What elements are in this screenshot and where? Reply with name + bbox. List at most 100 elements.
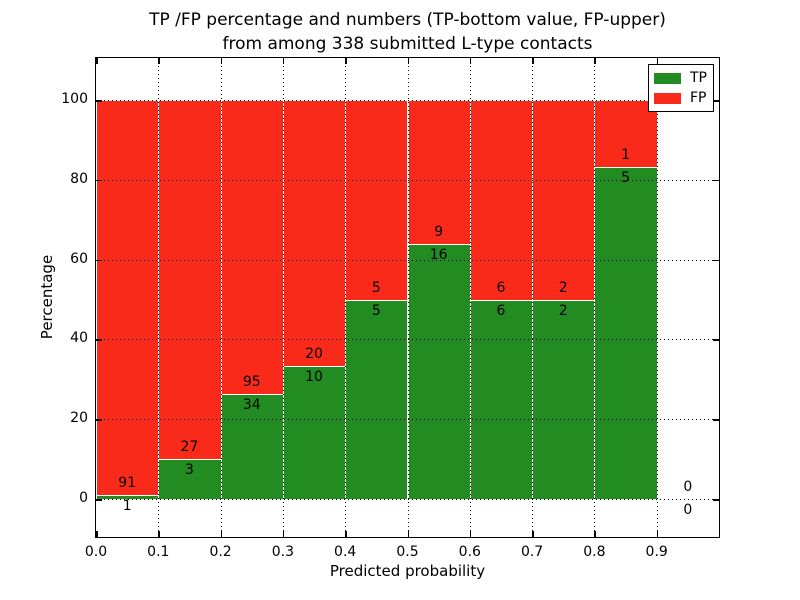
bar-label-fp: 27 <box>180 439 199 456</box>
x-tick <box>220 531 223 537</box>
bar-label-fp: 95 <box>242 373 261 390</box>
x-tick-label: 0.8 <box>583 544 606 560</box>
bar-label-tp: 5 <box>371 302 381 319</box>
y-tick-label: 60 <box>70 250 88 267</box>
bar-label-tp: 2 <box>558 302 568 319</box>
y-tick-label: 20 <box>70 410 88 427</box>
x-tick-top <box>158 58 160 64</box>
y-tick-label: 80 <box>70 170 88 187</box>
y-tick-right <box>713 339 719 341</box>
y-tick <box>96 259 102 262</box>
x-tick-top <box>345 58 347 64</box>
x-tick-label: 0.4 <box>334 544 357 560</box>
x-tick <box>469 531 472 537</box>
y-tick <box>96 100 102 102</box>
legend-label-tp: TP <box>690 70 707 86</box>
x-tick <box>656 531 659 537</box>
bar-segment-fp <box>532 100 596 301</box>
x-tick-label: 0.5 <box>396 544 419 560</box>
bar-segment-tp <box>469 299 534 500</box>
gridline-vertical <box>345 58 347 537</box>
x-tick <box>532 531 534 537</box>
bar-segment-fp <box>158 100 222 461</box>
bar-segment-tp <box>282 366 347 500</box>
legend: TP FP <box>648 64 714 112</box>
legend-item: TP <box>654 68 707 88</box>
x-tick <box>282 531 285 537</box>
bar-segment-fp <box>96 100 160 496</box>
gridline-vertical <box>407 58 409 537</box>
x-tick-label: 0.0 <box>84 544 108 560</box>
gridline-vertical <box>532 58 534 537</box>
y-tick-right <box>713 499 719 501</box>
x-tick-label: 0.7 <box>520 544 544 560</box>
x-tick-top <box>282 58 285 64</box>
bar-segment-fp <box>469 100 534 301</box>
legend-label-fp: FP <box>690 90 707 106</box>
bar-label-fp: 9 <box>434 223 444 240</box>
bar-label-tp: 34 <box>242 396 261 413</box>
bar-label-tp: 1 <box>122 497 132 514</box>
bar-label-fp: 91 <box>118 474 137 491</box>
x-tick <box>158 531 160 537</box>
y-tick-right <box>713 100 719 102</box>
bar-label-tp: 0 <box>683 502 693 518</box>
gridline-vertical <box>656 58 658 537</box>
y-tick-label: 0 <box>79 490 88 506</box>
gridline-vertical <box>158 58 160 537</box>
y-tick-label: 100 <box>61 91 88 107</box>
y-tick <box>96 339 102 341</box>
chart-title-line-1: TP /FP percentage and numbers (TP-bottom… <box>149 10 666 30</box>
x-tick-label: 0.9 <box>645 544 668 560</box>
x-tick <box>96 531 98 537</box>
y-tick-right <box>713 259 719 262</box>
bar-label-tp: 5 <box>621 169 630 186</box>
bar-segment-fp <box>282 100 347 368</box>
bar-segment-tp <box>345 299 409 500</box>
bar-segment-tp <box>407 243 471 500</box>
bar-label-fp: 2 <box>558 279 568 296</box>
y-axis-label: Percentage <box>38 254 56 340</box>
x-tick-label: 0.3 <box>271 544 295 560</box>
x-tick-label: 0.2 <box>209 544 232 560</box>
x-tick-top <box>656 58 659 64</box>
bar-label-fp: 6 <box>496 279 506 296</box>
bar-segment-tp <box>532 299 596 500</box>
chart-title-line-2: from among 338 submitted L-type contacts <box>222 34 593 54</box>
legend-item: FP <box>654 88 707 108</box>
x-tick-label: 0.6 <box>458 544 481 560</box>
x-tick <box>407 531 409 537</box>
x-tick-top <box>407 58 409 64</box>
x-tick-label: 0.1 <box>147 544 170 560</box>
x-tick-top <box>96 58 98 64</box>
gridline-vertical <box>220 58 222 537</box>
y-tick <box>96 419 102 421</box>
y-tick <box>96 499 102 501</box>
plot-area: 91 1 27 3 95 34 20 10 5 5 9 16 6 6 2 2 1 5 0 0 <box>96 58 719 537</box>
x-tick-top <box>469 58 472 64</box>
gridline-vertical <box>594 58 596 537</box>
legend-swatch-fp <box>654 92 681 104</box>
bar-segment-fp <box>345 100 409 301</box>
bar-label-fp: 0 <box>683 479 693 495</box>
bar-label-tp: 16 <box>429 246 448 263</box>
x-tick <box>594 531 596 537</box>
x-tick-top <box>594 58 596 64</box>
bar-segment-fp <box>220 100 284 395</box>
gridline-vertical <box>282 58 284 537</box>
y-tick-right <box>713 179 719 182</box>
bar-label-tp: 6 <box>496 302 506 319</box>
x-tick <box>345 531 347 537</box>
y-tick-label: 40 <box>70 330 88 347</box>
bar-label-fp: 1 <box>621 146 630 163</box>
x-tick-top <box>532 58 534 64</box>
bar-label-fp: 20 <box>305 346 323 363</box>
x-tick-top <box>220 58 223 64</box>
y-tick-right <box>713 419 719 421</box>
x-axis-label: Predicted probability <box>329 562 486 580</box>
y-tick <box>96 179 102 182</box>
bar-label-tp: 10 <box>305 369 323 386</box>
bar-label-tp: 3 <box>184 462 194 479</box>
legend-swatch-tp <box>654 72 681 84</box>
